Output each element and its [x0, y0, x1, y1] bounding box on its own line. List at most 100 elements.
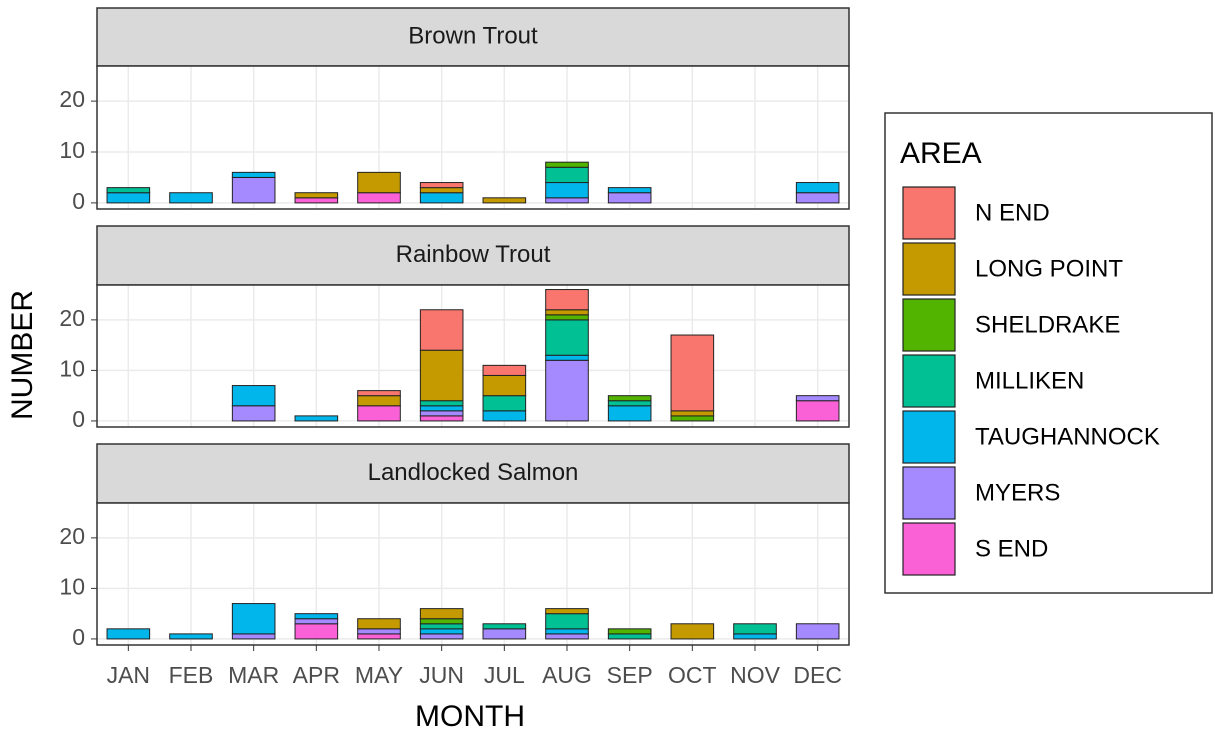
bar-segment	[607, 633, 652, 640]
bar-segment	[357, 390, 401, 397]
x-tick-label: APR	[293, 662, 340, 688]
bar-segment	[482, 395, 527, 412]
legend-key	[902, 186, 956, 240]
bar-segment	[169, 633, 213, 640]
bar-segment	[419, 415, 464, 422]
legend-key	[902, 354, 956, 408]
bar-segment	[419, 400, 464, 407]
panel-title: Landlocked Salmon	[368, 459, 579, 486]
bar-segment	[670, 415, 715, 422]
panel-border	[96, 284, 850, 428]
x-tick-label: AUG	[542, 662, 592, 688]
bar-segment	[545, 608, 589, 615]
bar-segment	[419, 192, 464, 204]
bar-segment	[545, 289, 589, 311]
bar-segment	[795, 400, 840, 422]
bar-segment	[357, 395, 401, 407]
x-tick-label: JAN	[107, 662, 150, 688]
panel-strip	[96, 225, 850, 286]
bar-segment	[482, 628, 527, 640]
y-tick-label: 20	[59, 305, 85, 331]
x-tick-label: NOV	[730, 662, 781, 688]
bar-segment	[294, 197, 339, 204]
bar-segment	[294, 618, 339, 625]
bar-segment	[482, 410, 527, 422]
legend-label: MYERS	[975, 479, 1060, 506]
panel-border	[96, 65, 850, 210]
bar-segment	[357, 171, 401, 194]
panel-bg	[97, 66, 849, 209]
bar-segment	[733, 623, 777, 635]
legend-key	[902, 410, 956, 464]
bar-segment	[545, 309, 589, 316]
x-tick-label: MAR	[228, 662, 279, 688]
bar-segment	[607, 187, 652, 194]
legend-label: LONG POINT	[975, 255, 1123, 282]
legend-box	[884, 112, 1213, 594]
bar-segment	[106, 192, 151, 204]
bar-segment	[231, 171, 276, 178]
bar-segment	[795, 182, 840, 194]
x-tick-label: JUL	[484, 662, 525, 688]
bar-segment	[545, 197, 589, 204]
bar-segment	[419, 182, 464, 189]
bar-segment	[357, 633, 401, 640]
panel-strip	[96, 7, 850, 67]
bar-segment	[482, 623, 527, 630]
panel-title: Rainbow Trout	[396, 241, 551, 268]
bar-segment	[545, 628, 589, 635]
bar-segment	[733, 633, 777, 640]
bar-segment	[419, 349, 464, 402]
bar-segment	[545, 633, 589, 640]
legend-key	[902, 466, 956, 520]
y-tick-label: 20	[59, 86, 85, 112]
legend-label: SHELDRAKE	[975, 311, 1120, 338]
bar-segment	[607, 628, 652, 635]
bar-segment	[294, 415, 339, 422]
panel-border	[96, 502, 850, 646]
bar-segment	[545, 182, 589, 199]
y-tick-label: 20	[59, 523, 85, 549]
bar-segment	[419, 309, 464, 351]
bar-segment	[294, 613, 339, 620]
bar-segment	[545, 613, 589, 630]
bar-segment	[482, 374, 527, 397]
legend-label: MILLIKEN	[975, 367, 1084, 394]
bar-segment	[545, 166, 589, 184]
y-tick-label: 0	[72, 406, 85, 432]
bar-segment	[231, 385, 276, 407]
x-tick-label: SEP	[607, 662, 653, 688]
bar-segment	[607, 405, 652, 422]
bar-segment	[545, 314, 589, 321]
legend-key	[902, 298, 956, 352]
bar-segment	[419, 623, 464, 630]
bar-segment	[545, 319, 589, 356]
legend-label: N END	[975, 199, 1050, 226]
bar-segment	[419, 608, 464, 620]
bar-segment	[231, 603, 276, 635]
bar-segment	[545, 354, 589, 361]
bar-segment	[670, 410, 715, 417]
bar-segment	[795, 395, 840, 402]
bar-segment	[607, 400, 652, 407]
bar-segment	[482, 364, 527, 376]
bar-segment	[607, 192, 652, 204]
x-axis-label: MONTH	[415, 700, 525, 733]
bar-segment	[231, 405, 276, 422]
bar-segment	[231, 633, 276, 640]
bar-segment	[357, 628, 401, 635]
panel-title: Brown Trout	[408, 22, 538, 49]
bar-segment	[419, 618, 464, 625]
y-tick-label: 10	[59, 573, 85, 599]
legend-key	[902, 242, 956, 296]
x-tick-label: OCT	[668, 662, 717, 688]
legend-label: S END	[975, 535, 1048, 562]
panel-bg	[97, 285, 849, 427]
bar-segment	[419, 633, 464, 640]
bar-segment	[294, 623, 339, 640]
bar-segment	[795, 192, 840, 204]
bar-segment	[169, 192, 213, 204]
legend-key	[902, 522, 956, 576]
bar-segment	[419, 187, 464, 194]
bar-segment	[419, 405, 464, 412]
